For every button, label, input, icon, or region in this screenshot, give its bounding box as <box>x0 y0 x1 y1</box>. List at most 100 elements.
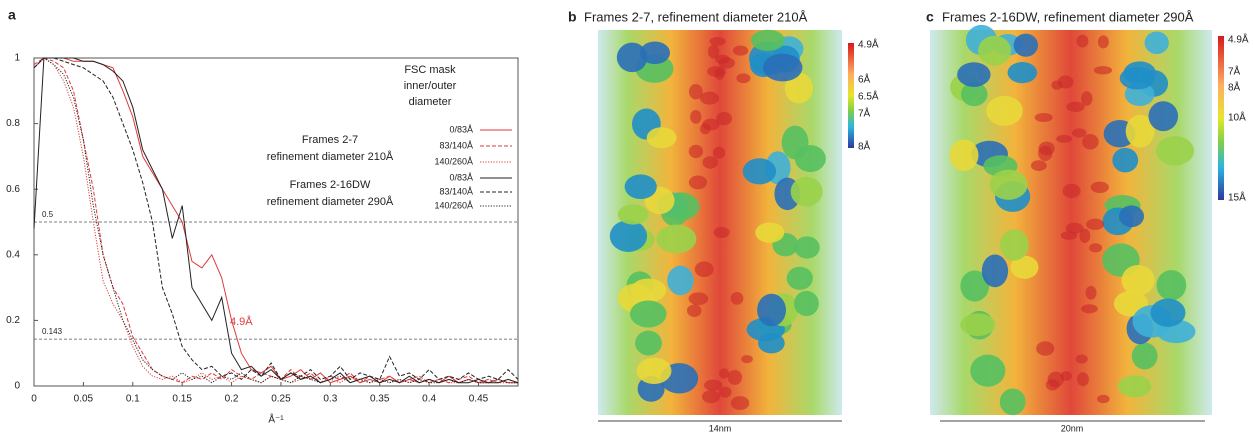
density-blob <box>757 293 786 327</box>
density-blob <box>1077 372 1089 387</box>
x-tick-label: 0 <box>31 394 37 405</box>
density-blob <box>704 379 723 391</box>
fsc-plot: a Å⁻¹ 0 0.2 0.4 0.6 0.8 1 0 0.05 0.1 0.15 0.2 0.25 0… <box>6 7 519 426</box>
density-blob <box>688 83 703 100</box>
x-tick-label: 0.1 <box>126 394 140 405</box>
density-blob <box>970 354 1006 387</box>
y-tick-label: 1 <box>14 53 20 64</box>
density-blob <box>709 36 726 46</box>
density-blob <box>707 44 720 59</box>
density-blob <box>794 145 826 173</box>
panel-title: Frames 2-7, refinement diameter 210Å <box>584 9 808 24</box>
fsc-curve <box>33 57 519 384</box>
density-blob <box>727 370 743 385</box>
density-blob <box>1072 128 1087 138</box>
x-tick-label: 0.05 <box>74 394 94 405</box>
colorbar-label: 6Å <box>858 73 871 86</box>
density-blob <box>1112 147 1139 173</box>
density-blob <box>646 127 677 149</box>
reference-label: 0.143 <box>42 327 63 336</box>
density-blob <box>688 292 709 306</box>
density-blob <box>1148 101 1179 132</box>
density-blob <box>981 254 1009 288</box>
density-blob <box>688 144 704 159</box>
colorbar-label: 7Å <box>1228 65 1241 78</box>
legend-label: 0/83Å <box>449 172 473 182</box>
colorbar-label: 15Å <box>1228 191 1246 204</box>
colorbar-label: 7Å <box>858 107 871 120</box>
y-tick-label: 0.2 <box>6 315 20 326</box>
legend-group-label: Frames 2-7 <box>302 134 358 146</box>
panel-letter: b <box>568 9 577 25</box>
density-blob <box>1036 341 1055 356</box>
density-blob <box>719 368 730 379</box>
colorbar <box>1218 36 1224 200</box>
density-blob <box>718 386 732 398</box>
x-tick-label: 0.15 <box>172 394 192 405</box>
density-blob <box>762 53 803 82</box>
density-blob <box>699 91 720 105</box>
density-blob <box>688 175 708 190</box>
density-blob <box>713 226 730 238</box>
x-axis-label: Å⁻¹ <box>268 413 284 426</box>
density-blob <box>793 290 819 317</box>
density-blob <box>949 139 979 172</box>
density-blob <box>639 41 671 65</box>
density-blob <box>1150 298 1186 327</box>
fsc-curve <box>33 57 519 384</box>
density-blob <box>617 204 649 225</box>
density-blob <box>1065 222 1084 234</box>
legend-group-label: Frames 2-16DW <box>290 179 371 191</box>
legend-label: 0/83Å <box>449 124 473 134</box>
x-tick-label: 0.35 <box>370 394 390 405</box>
legend-label: 140/260Å <box>434 200 473 210</box>
density-blob <box>609 220 648 252</box>
density-blob <box>1062 183 1081 199</box>
density-blob <box>1080 304 1098 314</box>
density-blob <box>702 156 719 169</box>
panel-letter: c <box>926 9 934 25</box>
fsc-curve <box>33 57 518 384</box>
density-blob <box>986 95 1023 126</box>
density-blob <box>1047 371 1064 388</box>
density-blob <box>1081 91 1093 106</box>
density-blob <box>694 261 714 277</box>
legend-group-label: refinement diameter 290Å <box>267 195 394 208</box>
x-tick-label: 0.3 <box>323 394 337 405</box>
density-blob <box>1038 141 1055 156</box>
legend-label: 83/140Å <box>439 186 473 196</box>
density-blob <box>1121 264 1155 296</box>
colorbar-label: 6.5Å <box>858 90 879 103</box>
legend-title: diameter <box>409 96 452 108</box>
density-blob <box>1075 354 1088 364</box>
panel-title: Frames 2-16DW, refinement diameter 290Å <box>942 9 1194 24</box>
density-blob <box>1089 243 1102 253</box>
density-blob <box>960 270 990 302</box>
density-blob <box>1007 62 1038 84</box>
legend-label: 140/260Å <box>434 156 473 166</box>
y-tick-label: 0 <box>14 381 20 392</box>
density-blob <box>741 355 753 364</box>
density-blob <box>1010 255 1039 279</box>
legend-label: 83/140Å <box>439 140 473 150</box>
density-blob <box>794 236 820 259</box>
scale-bar-label: 14nm <box>709 423 732 433</box>
density-blob <box>616 42 648 73</box>
density-blob <box>1097 35 1109 49</box>
panel-letter: a <box>8 7 16 23</box>
density-blob <box>635 330 662 356</box>
density-blob <box>730 291 744 305</box>
density-blob <box>624 174 657 200</box>
density-blob <box>790 176 823 207</box>
density-blob <box>755 222 785 243</box>
density-blob <box>718 57 735 69</box>
density-blob <box>742 158 777 185</box>
density-blob <box>1125 114 1155 148</box>
density-blob <box>989 169 1028 200</box>
density-blob <box>1079 228 1091 243</box>
x-tick-label: 0.2 <box>225 394 239 405</box>
density-blob <box>1013 33 1038 57</box>
density-blob <box>1117 375 1152 398</box>
density-blob <box>1056 134 1073 143</box>
